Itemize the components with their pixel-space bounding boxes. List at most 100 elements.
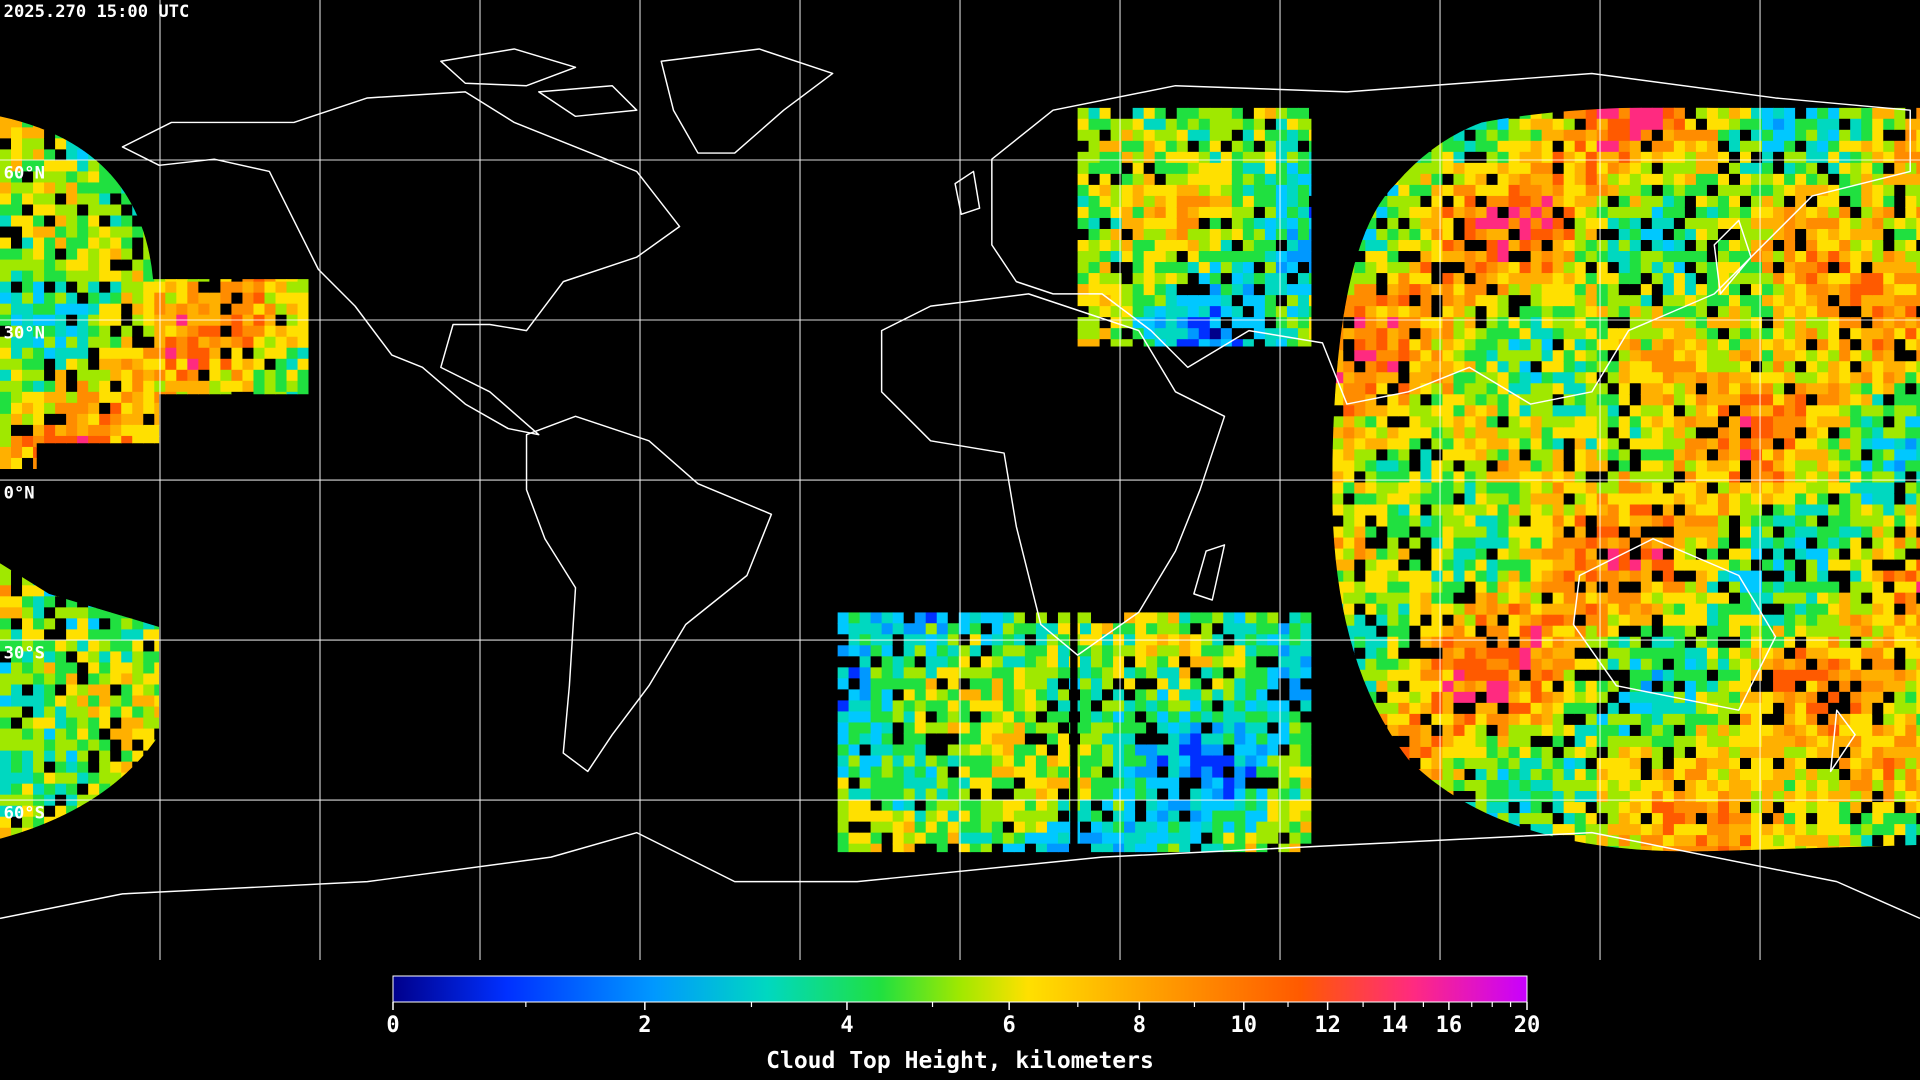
cloud-cell [1190, 656, 1202, 668]
cloud-cell [1091, 612, 1103, 624]
cloud-cell [297, 248, 309, 261]
cloud-cell [1541, 206, 1554, 219]
cloud-cell [33, 706, 45, 719]
cloud-cell [1343, 504, 1355, 517]
cloud-cell [0, 303, 12, 316]
cloud-cell [1431, 669, 1444, 682]
cloud-cell [1176, 273, 1189, 285]
cloud-cell [1267, 766, 1279, 779]
cloud-cell [44, 116, 56, 128]
cloud-cell [264, 424, 277, 437]
cloud-cell [1157, 821, 1169, 834]
cloud-cell [1168, 777, 1180, 790]
cloud-cell [1168, 645, 1180, 657]
cloud-cell [1300, 744, 1312, 757]
cloud-cell [1684, 240, 1697, 252]
cloud-cell [1245, 612, 1257, 624]
cloud-cell [1420, 537, 1433, 550]
cloud-cell [1256, 843, 1268, 853]
cloud-cell [1574, 129, 1587, 142]
cloud-cell [1530, 614, 1543, 627]
cloud-cell [44, 783, 56, 796]
cloud-cell [1552, 559, 1565, 572]
cloud-cell [1091, 810, 1103, 823]
cloud-cell [1398, 206, 1411, 219]
cloud-cell [1464, 328, 1477, 340]
cloud-cell [0, 281, 12, 294]
cloud-cell [1168, 843, 1180, 853]
cloud-cell [1475, 206, 1488, 219]
cloud-cell [1376, 846, 1388, 852]
cloud-cell [1453, 471, 1466, 484]
cloud-cell [1278, 832, 1291, 845]
cloud-cell [187, 127, 199, 139]
cloud-cell [1220, 129, 1233, 142]
cloud-cell [1651, 658, 1664, 671]
cloud-cell [1154, 240, 1167, 252]
cloud-cell [1607, 284, 1620, 296]
cloud-cell [77, 739, 89, 752]
cloud-cell [1486, 768, 1499, 781]
cloud-cell [99, 204, 111, 217]
cloud-cell [1519, 273, 1532, 285]
cloud-cell [1057, 722, 1070, 735]
cloud-cell [1640, 173, 1653, 186]
cloud-cell [242, 402, 255, 415]
cloud-cell [1684, 405, 1697, 417]
cloud-cell [132, 607, 144, 619]
cloud-cell [1673, 824, 1686, 836]
cloud-cell [1541, 129, 1554, 142]
cloud-cell [1190, 612, 1202, 624]
cloud-cell [1530, 361, 1543, 373]
cloud-cell [1541, 361, 1554, 373]
cloud-cell [892, 656, 905, 668]
cloud-cell [1596, 482, 1609, 495]
cloud-cell [143, 226, 155, 239]
cloud-cell [1168, 755, 1180, 768]
cloud-cell [1354, 306, 1366, 318]
cloud-cell [1231, 118, 1244, 131]
cloud-cell [1154, 262, 1167, 274]
cloud-cell [1662, 658, 1675, 671]
cloud-cell [242, 391, 255, 404]
cloud-cell [1453, 515, 1466, 528]
cloud-cell [1541, 537, 1554, 550]
cloud-cell [44, 336, 56, 349]
cloud-cell [1541, 162, 1554, 175]
cloud-cell [1519, 658, 1532, 671]
cloud-cell [1409, 780, 1422, 792]
cloud-cell [1057, 821, 1070, 834]
cloud-cell [0, 662, 12, 675]
cloud-cell [1541, 592, 1554, 605]
cloud-cell [1519, 581, 1532, 594]
cloud-cell [1113, 766, 1125, 779]
cloud-cell [1596, 658, 1609, 671]
cloud-cell [1684, 228, 1697, 241]
cloud-cell [242, 336, 255, 349]
cloud-cell [1343, 251, 1355, 263]
cloud-cell [892, 777, 905, 790]
cloud-cell [1574, 195, 1587, 208]
cloud-cell [1143, 107, 1156, 120]
cloud-cell [1080, 722, 1092, 735]
cloud-cell [1453, 206, 1466, 219]
cloud-cell [231, 226, 244, 239]
cloud-cell [33, 204, 45, 217]
cloud-cell [1275, 328, 1288, 340]
cloud-cell [1585, 658, 1598, 671]
cloud-cell [55, 618, 67, 631]
cloud-cell [242, 193, 255, 206]
cloud-cell [1574, 273, 1587, 285]
cloud-cell [1486, 713, 1499, 726]
cloud-cell [1409, 570, 1422, 583]
cloud-cell [1297, 129, 1310, 142]
cloud-cell [77, 303, 89, 316]
cloud-cell [914, 733, 927, 746]
cloud-cell [1552, 802, 1565, 814]
cloud-cell [1080, 832, 1092, 845]
cloud-cell [176, 369, 188, 382]
cloud-cell [1179, 843, 1191, 853]
cloud-cell [1475, 317, 1488, 329]
cloud-cell [903, 766, 916, 779]
cloud-cell [1157, 832, 1169, 845]
